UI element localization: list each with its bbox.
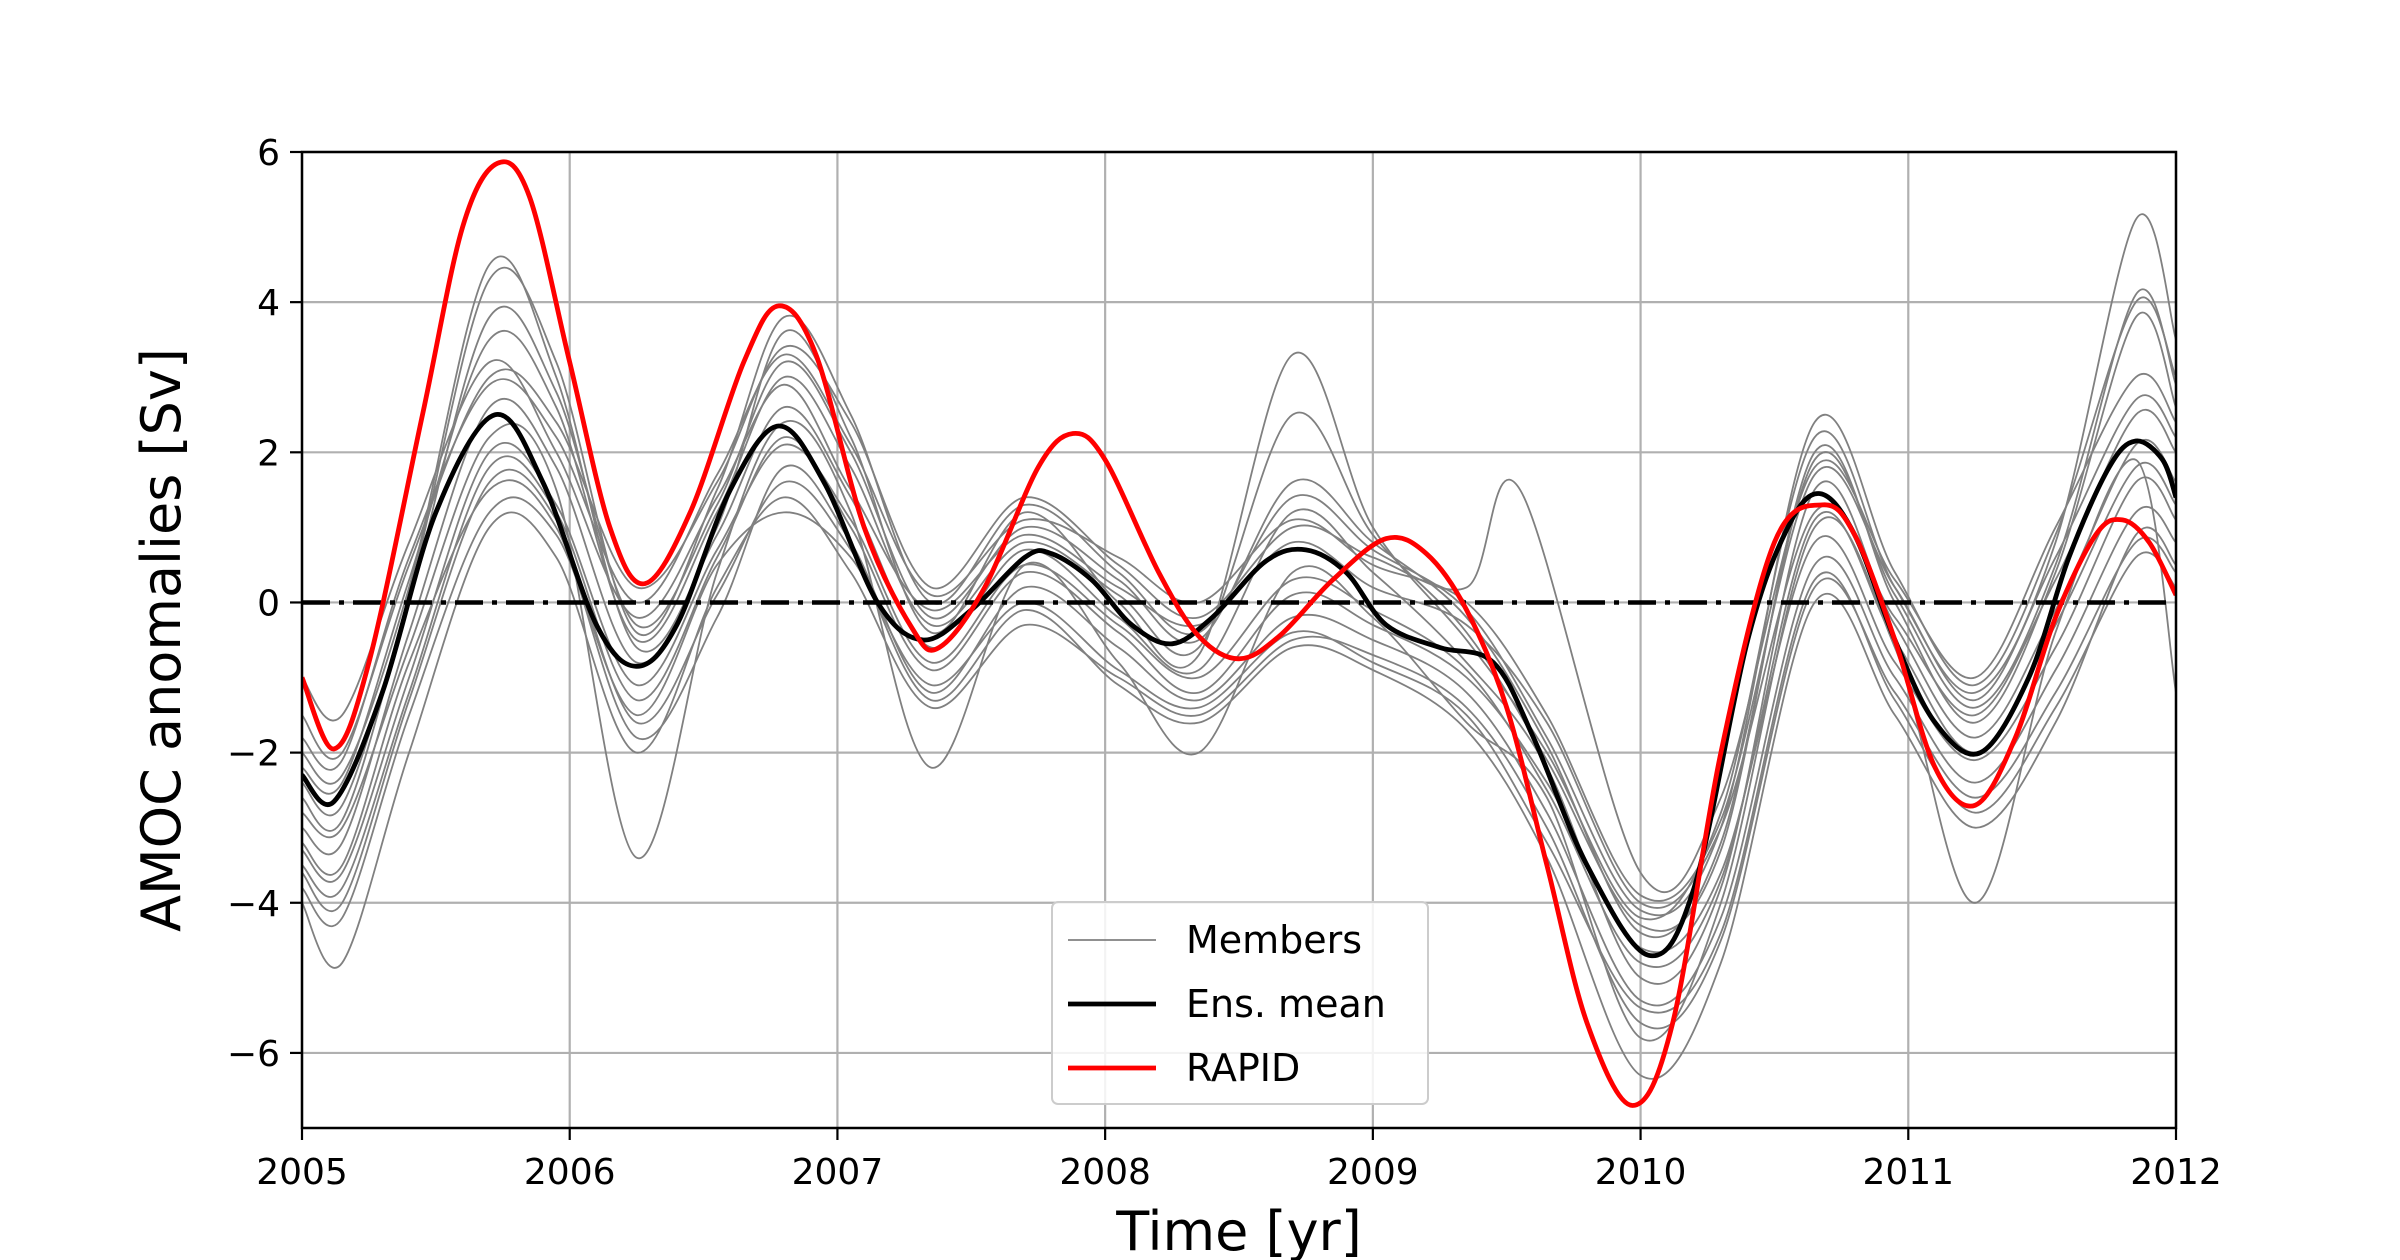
y-tick-label-5: 4 xyxy=(257,283,280,324)
series-line-rapid xyxy=(302,159,2176,1108)
x-tick-label-1: 2006 xyxy=(524,1152,616,1193)
member-line-4 xyxy=(302,496,2176,1030)
y-tick-label-1: −4 xyxy=(227,884,280,925)
member-line-10 xyxy=(302,496,2176,1014)
x-tick-label-4: 2009 xyxy=(1327,1152,1419,1193)
x-tick-label-7: 2012 xyxy=(2130,1152,2222,1193)
member-line-8 xyxy=(302,344,2176,894)
legend-label-members: Members xyxy=(1186,918,1362,962)
y-tick-label-3: 0 xyxy=(257,583,280,624)
x-tick-label-3: 2008 xyxy=(1059,1152,1151,1193)
x-tick-label-6: 2011 xyxy=(1862,1152,1954,1193)
y-tick-label-6: 6 xyxy=(257,133,280,174)
x-tick-label-5: 2010 xyxy=(1595,1152,1687,1193)
y-tick-label-2: −2 xyxy=(227,734,280,775)
series-line-ens-mean xyxy=(302,412,2176,959)
y-axis-ticks: −6 −4 −2 0 2 4 6 xyxy=(227,133,302,1075)
x-axis-ticks: 2005 2006 2007 2008 2009 2010 2011 2012 xyxy=(256,1128,2222,1193)
member-series-group xyxy=(302,213,2176,1080)
legend-label-rapid: RAPID xyxy=(1186,1046,1300,1090)
member-line-3 xyxy=(302,213,2176,921)
legend-box xyxy=(1051,901,1429,1105)
y-tick-label-4: 2 xyxy=(257,433,280,474)
main-series-group xyxy=(302,159,2176,1108)
member-line-9 xyxy=(302,419,2176,1042)
member-line-6 xyxy=(302,288,2176,939)
x-axis-label: Time [yr] xyxy=(1115,1200,1362,1260)
y-tick-label-0: −6 xyxy=(227,1034,280,1075)
legend: Members Ens. mean RAPID xyxy=(1051,901,1429,1105)
legend-label-ens-mean: Ens. mean xyxy=(1186,982,1386,1026)
plot-frame xyxy=(300,150,2178,1130)
member-line-15 xyxy=(302,353,2176,902)
y-axis-label: AMOC anomalies [Sv] xyxy=(130,348,193,932)
x-tick-label-0: 2005 xyxy=(256,1152,348,1193)
x-tick-label-2: 2007 xyxy=(792,1152,884,1193)
